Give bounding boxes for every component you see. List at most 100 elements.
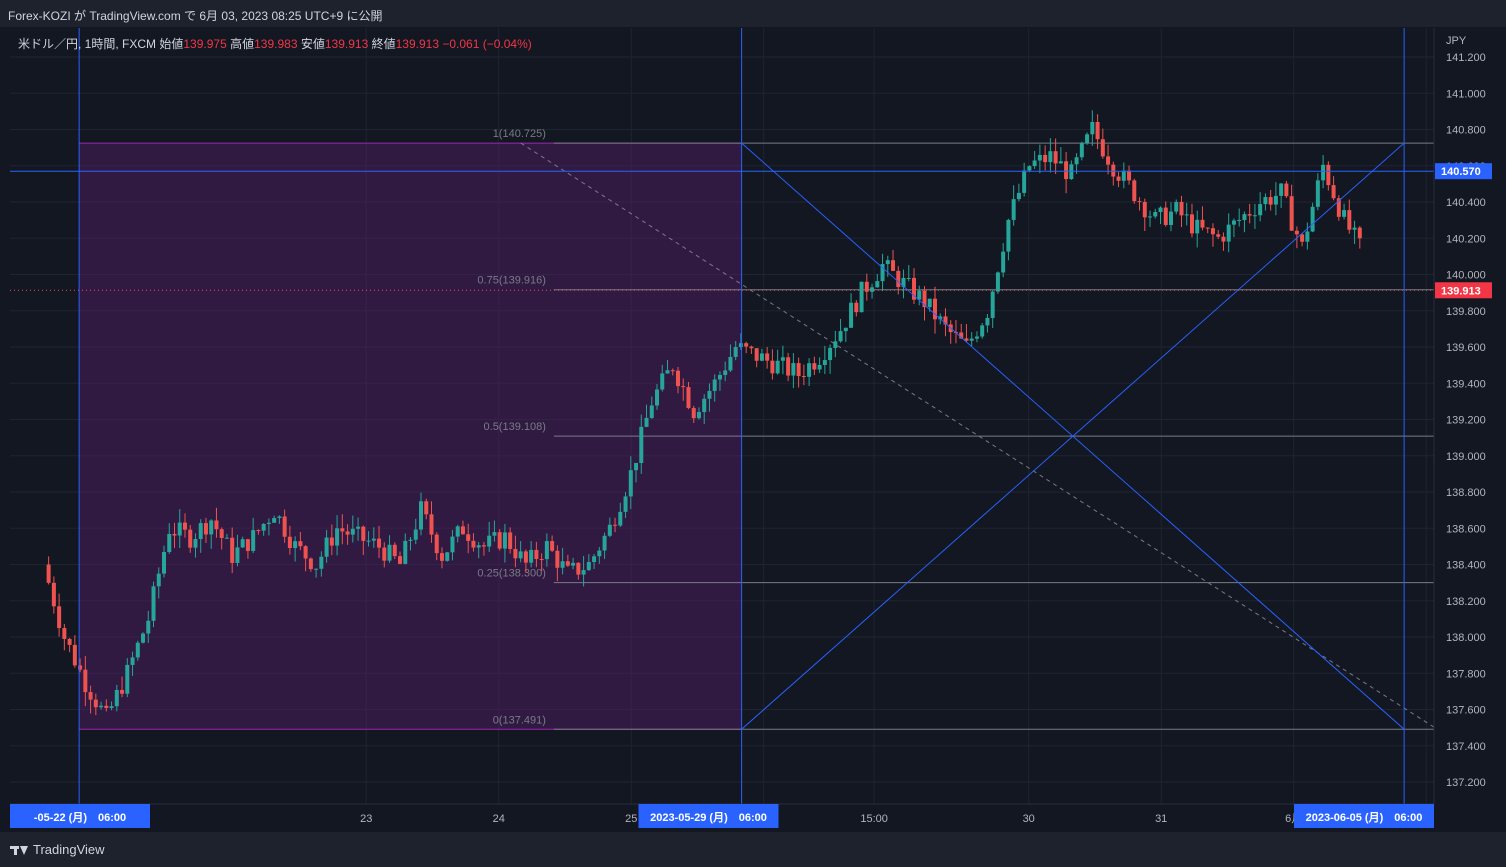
candle-body [78, 665, 83, 670]
time-highlight-badge[interactable] [638, 804, 779, 828]
candle-body [817, 364, 822, 370]
price-axis[interactable]: JPY141.200141.000140.800140.600140.40014… [1433, 28, 1494, 832]
candle-body [581, 570, 586, 575]
candle-body [419, 501, 424, 530]
candle-body [849, 302, 854, 328]
candles [46, 110, 1362, 716]
price-axis-bg [1434, 28, 1494, 832]
candle-body [350, 528, 355, 535]
candle-body [675, 370, 680, 387]
candle-body [717, 374, 722, 380]
candle-body [613, 524, 618, 526]
price-chart[interactable]: 1(140.725) 0.75(139.916) 0.5(139.108) 0.25(… [10, 28, 1494, 832]
candle-body [513, 548, 518, 559]
fib-retracement[interactable]: 1(140.725) 0.75(139.916) 0.5(139.108) 0.25(… [79, 128, 1438, 730]
fib-trend-line [520, 142, 1438, 730]
candle-body [995, 272, 1000, 292]
candle-body [980, 325, 985, 337]
candle-body [67, 638, 72, 645]
candle-body [93, 699, 98, 708]
price-tick-label: 139.200 [1446, 415, 1486, 427]
candle-body [927, 298, 932, 308]
tradingview-logo-icon [10, 844, 28, 856]
candle-body [665, 370, 670, 374]
candle-body [1006, 219, 1011, 252]
candle-body [287, 536, 292, 549]
candle-body [450, 536, 455, 553]
candle-body [1263, 197, 1268, 205]
candle-body [99, 705, 104, 708]
candle-body [1205, 227, 1210, 229]
candle-body [702, 398, 707, 413]
candle-body [738, 343, 743, 348]
candle-body [896, 270, 901, 288]
candle-body [985, 317, 990, 326]
time-tick-label: 30 [1023, 813, 1035, 825]
candle-body [744, 343, 749, 347]
candle-body [502, 532, 507, 549]
candle-body [382, 547, 387, 561]
candle-body [759, 353, 764, 361]
candle-body [266, 522, 271, 524]
candle-body [1294, 230, 1299, 235]
candle-body [1221, 236, 1226, 242]
trend-lines[interactable] [10, 28, 1434, 804]
price-tick-label: 138.400 [1446, 560, 1486, 572]
candle-body [72, 644, 77, 666]
candle-body [177, 522, 182, 536]
current-price-badge[interactable] [1435, 282, 1492, 299]
price-tick-label: 140.200 [1446, 233, 1486, 245]
candle-body [592, 556, 597, 563]
candle-body [1064, 161, 1069, 180]
candle-body [938, 316, 943, 320]
candle-body [1321, 164, 1326, 181]
candle-body [277, 516, 282, 519]
close-value: 139.913 [395, 37, 440, 51]
tradingview-brand[interactable]: TradingView [10, 842, 105, 857]
candle-body [912, 277, 917, 300]
candle-body [1058, 161, 1063, 164]
candle-body [696, 412, 701, 419]
candle-body [969, 338, 974, 341]
candle-body [1273, 195, 1278, 205]
time-highlight-badge[interactable] [1294, 804, 1434, 828]
time-tick-label: 25 [625, 813, 637, 825]
candle-body [838, 331, 843, 342]
candle-body [555, 550, 560, 568]
candle-body [1305, 231, 1310, 242]
trend-line[interactable] [741, 142, 1405, 730]
candle-body [51, 582, 56, 607]
price-tick-label: 137.600 [1446, 705, 1486, 717]
fib-level-label: 0(137.491) [493, 714, 546, 726]
chart-frame[interactable]: 1(140.725) 0.75(139.916) 0.5(139.108) 0.25(… [10, 28, 1494, 832]
candle-body [1210, 228, 1215, 235]
candle-body [188, 529, 193, 548]
candle-body [565, 561, 570, 566]
candle-body [1153, 211, 1158, 217]
published-header: Forex-KOZI が TradingView.com で 6月 03, 20… [0, 0, 1506, 27]
candle-body [324, 537, 329, 557]
candle-body [1016, 192, 1021, 200]
time-axis[interactable]: 2324252615:0030316月215:00-05-22 (月) 06:0… [10, 803, 1494, 832]
price-tick-label: 141.000 [1446, 88, 1486, 100]
marked-price-badge[interactable] [1435, 163, 1492, 180]
candle-body [245, 539, 250, 551]
price-tick-label: 137.200 [1446, 777, 1486, 789]
candle-body [182, 522, 187, 530]
candle-body [1137, 201, 1142, 203]
candle-body [1179, 201, 1184, 216]
candle-body [151, 586, 156, 621]
candle-body [135, 642, 140, 658]
candle-body [917, 290, 922, 300]
price-tick-label: 137.800 [1446, 668, 1486, 680]
price-tick-label: 140.400 [1446, 197, 1486, 209]
candle-body [109, 706, 114, 709]
candle-body [141, 633, 146, 643]
price-tick-label: 138.800 [1446, 487, 1486, 499]
candle-body [780, 357, 785, 361]
time-highlight-badge[interactable] [10, 804, 150, 828]
candle-body [644, 417, 649, 427]
candle-body [660, 373, 665, 390]
price-tick-label: 139.800 [1446, 306, 1486, 318]
candle-body [728, 356, 733, 371]
